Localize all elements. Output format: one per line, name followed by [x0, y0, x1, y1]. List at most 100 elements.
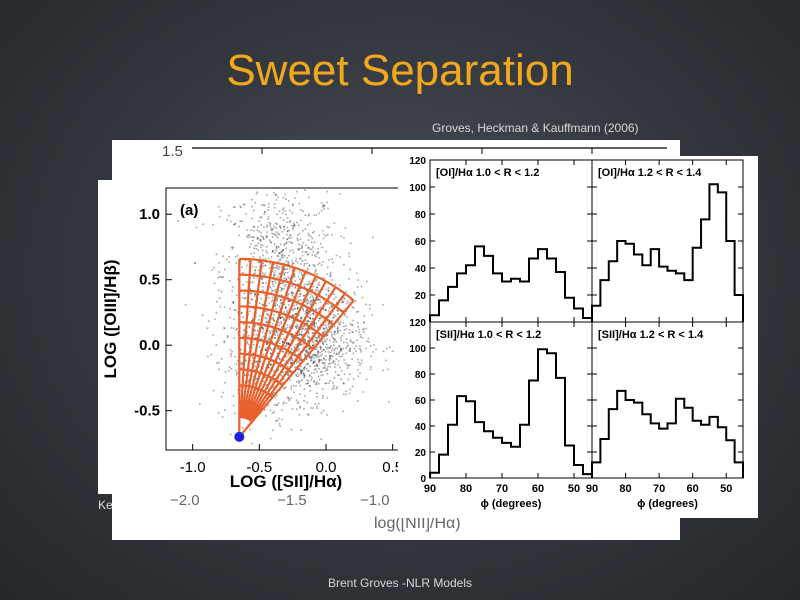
scatter-point — [316, 346, 318, 349]
scatter-point — [214, 318, 216, 321]
scatter-point — [312, 338, 315, 340]
scatter-point — [249, 243, 252, 245]
scatter-point — [264, 294, 267, 297]
scatter-point — [256, 191, 259, 194]
scatter-point — [352, 331, 354, 334]
scatter-point — [242, 333, 245, 336]
scatter-point — [321, 388, 324, 390]
scatter-point — [280, 266, 283, 269]
scatter-point — [265, 384, 268, 386]
scatter-point — [264, 210, 266, 213]
scatter-point — [258, 220, 260, 223]
scatter-point — [268, 286, 271, 288]
scatter-point — [301, 343, 303, 345]
scatter-point — [287, 397, 290, 400]
scatter-point — [283, 268, 286, 271]
scatter-point — [269, 409, 272, 412]
scatter-point — [281, 208, 284, 211]
scatter-point — [282, 381, 284, 384]
scatter-point — [217, 276, 220, 279]
scatter-point — [328, 339, 331, 342]
scatter-point — [229, 280, 231, 282]
scatter-point — [282, 341, 284, 343]
scatter-point — [241, 266, 243, 269]
scatter-point — [306, 310, 309, 312]
scatter-point — [300, 247, 303, 250]
scatter-point — [277, 377, 279, 380]
scatter-point — [307, 380, 310, 383]
scatter-point — [358, 328, 360, 331]
scatter-point — [309, 356, 311, 359]
scatter-ytick-label: -0.5 — [134, 403, 160, 420]
scatter-point — [296, 402, 299, 405]
scatter-point — [315, 340, 318, 342]
scatter-point — [365, 347, 367, 350]
scatter-point — [291, 336, 294, 339]
scatter-point — [253, 293, 256, 295]
scatter-point — [291, 308, 293, 310]
scatter-point — [278, 246, 280, 248]
scatter-point — [297, 339, 300, 342]
scatter-point — [326, 372, 329, 375]
scatter-point — [272, 285, 275, 288]
scatter-point — [313, 326, 316, 329]
scatter-point — [271, 296, 274, 299]
scatter-point — [362, 331, 365, 334]
scatter-point — [299, 295, 301, 298]
scatter-point — [287, 341, 290, 344]
scatter-point — [313, 380, 315, 382]
scatter-point — [264, 376, 266, 379]
scatter-point — [342, 309, 345, 312]
scatter-point — [212, 389, 215, 392]
scatter-point — [279, 298, 282, 301]
scatter-point — [275, 193, 278, 196]
histogram-ytick-label: 120 — [409, 318, 426, 329]
scatter-point — [275, 299, 278, 302]
scatter-point — [323, 333, 325, 336]
scatter-point — [314, 335, 316, 338]
scatter-point — [351, 342, 354, 344]
scatter-point — [315, 302, 317, 305]
scatter-point — [254, 383, 256, 385]
scatter-point — [288, 326, 291, 328]
scatter-point — [317, 402, 320, 405]
scatter-point — [293, 345, 296, 348]
ray-line — [246, 275, 317, 420]
scatter-point — [298, 232, 301, 235]
histogram-xtick-label: 60 — [687, 483, 699, 495]
scatter-point — [293, 308, 296, 310]
scatter-point — [388, 346, 391, 349]
scatter-point — [285, 213, 287, 216]
scatter-point — [359, 345, 361, 347]
scatter-point — [297, 248, 299, 250]
scatter-point — [252, 265, 254, 268]
scatter-point — [315, 253, 318, 255]
scatter-point — [287, 263, 290, 266]
scatter-point — [254, 368, 256, 371]
scatter-point — [352, 378, 355, 380]
scatter-point — [323, 366, 326, 369]
scatter-point — [372, 351, 375, 353]
scatter-point — [316, 392, 318, 395]
scatter-point — [337, 363, 339, 366]
scatter-point — [288, 236, 290, 239]
scatter-point — [290, 388, 293, 390]
scatter-point — [257, 242, 260, 244]
scatter-point — [325, 343, 328, 346]
scatter-point — [306, 382, 309, 385]
histogram-xtick-label: 50 — [568, 483, 580, 495]
scatter-point — [281, 288, 283, 290]
scatter-point — [311, 355, 313, 358]
scatter-point — [309, 310, 312, 313]
scatter-point — [287, 343, 290, 345]
scatter-point — [232, 301, 234, 304]
panel-label: (a) — [180, 202, 198, 219]
scatter-point — [265, 317, 268, 320]
scatter-point — [327, 294, 330, 297]
scatter-point — [338, 323, 341, 325]
scatter-point — [342, 382, 345, 385]
scatter-point — [287, 300, 290, 303]
scatter-point — [340, 349, 343, 352]
scatter-point — [265, 415, 267, 417]
scatter-point — [273, 192, 275, 194]
